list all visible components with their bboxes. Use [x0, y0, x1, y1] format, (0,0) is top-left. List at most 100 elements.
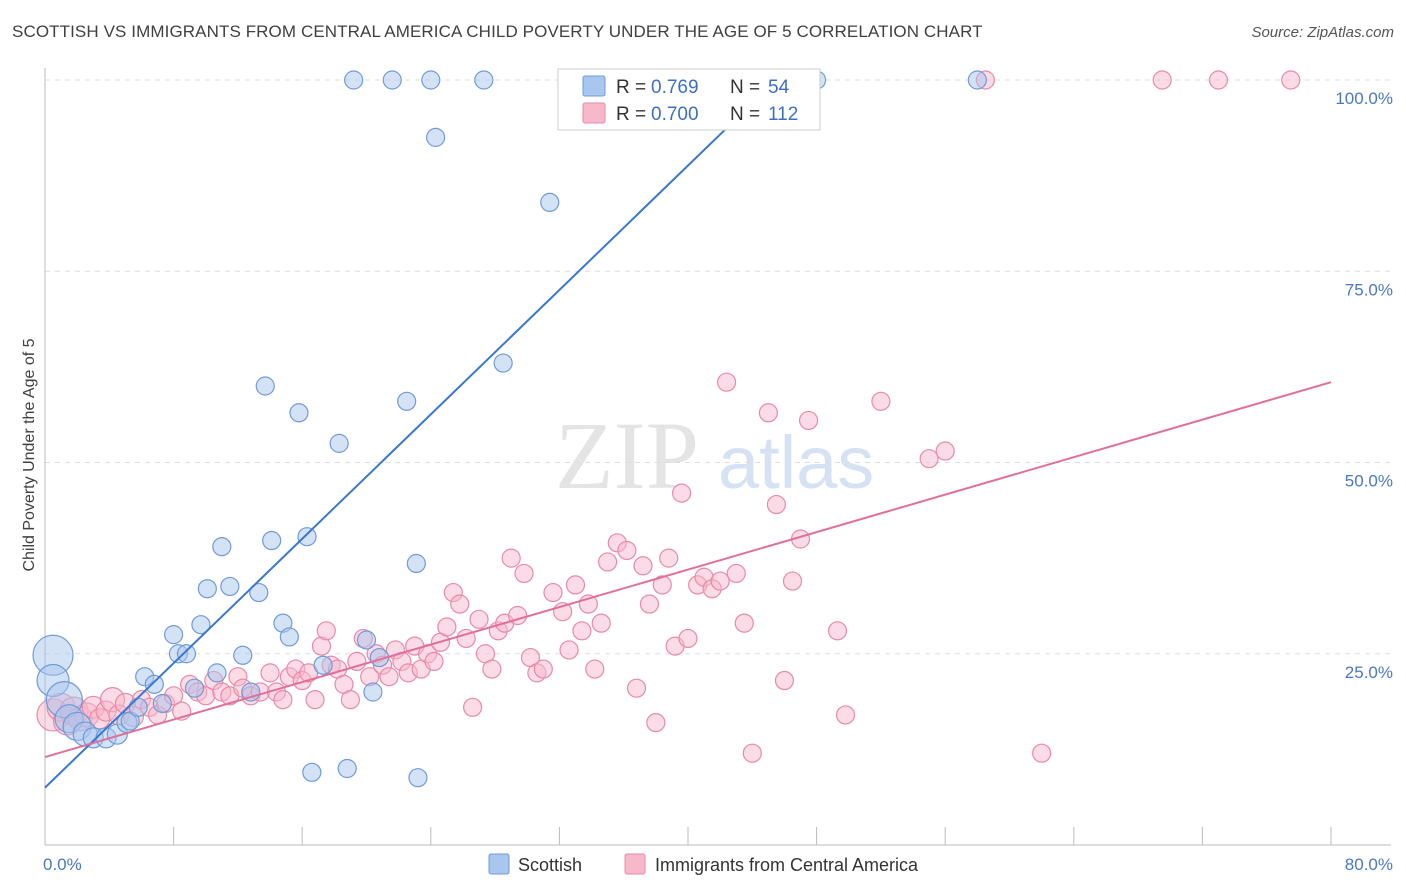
legend-n-value-scottish: 54 [768, 77, 790, 98]
scottish-point [474, 70, 494, 90]
y-tick-label: 100.0% [1335, 89, 1393, 108]
immigrants-point [639, 594, 660, 614]
immigrants-point [347, 651, 367, 672]
immigrants-point [782, 571, 803, 591]
scottish-trend-line [44, 79, 778, 789]
scottish-point [249, 582, 269, 603]
scottish-point [128, 697, 148, 717]
immigrants-point [462, 697, 483, 717]
y-axis-title: Child Poverty Under the Age of 5 [21, 338, 38, 571]
immigrants-point [565, 575, 586, 595]
scottish-point [207, 663, 227, 683]
legend-r-value-immigrants: 0.700 [651, 104, 699, 125]
immigrants-point [1281, 70, 1301, 90]
immigrants-point [598, 552, 618, 572]
scottish-point [279, 627, 299, 647]
immigrants-point [646, 712, 666, 733]
scottish-point [297, 527, 317, 547]
legend-swatch-immigrants [582, 102, 606, 124]
legend-r-label-immigrants: R = [616, 104, 646, 125]
scottish-point [344, 70, 364, 90]
bottom-legend-label-immigrants: Immigrants from Central America [655, 855, 919, 875]
immigrants-point [340, 690, 361, 710]
legend-n-label-scottish: N = [730, 77, 760, 98]
immigrants-point [469, 609, 489, 629]
immigrants-point [617, 540, 637, 561]
scottish-point [408, 768, 428, 788]
y-tick-label: 50.0% [1345, 472, 1393, 491]
immigrants-point [585, 659, 605, 679]
scottish-point [540, 192, 560, 212]
immigrants-point [935, 441, 955, 461]
legend-n-value-immigrants: 112 [768, 104, 798, 125]
scottish-point [176, 644, 197, 664]
scottish-point [356, 630, 377, 650]
immigrants-point [774, 670, 795, 691]
immigrants-point [742, 743, 762, 763]
scottish-point [363, 682, 383, 702]
immigrants-point [716, 372, 737, 392]
immigrants-point [652, 575, 672, 595]
scottish-series [32, 70, 987, 788]
immigrants-point [591, 613, 611, 633]
scottish-point [382, 70, 402, 90]
immigrants-point [482, 659, 502, 679]
legend-r-value-scottish: 0.769 [651, 77, 699, 98]
bottom-legend-swatch-scottish [488, 853, 510, 875]
legend-r-label-scottish: R = [616, 77, 646, 98]
scottish-point [144, 674, 164, 694]
y-tick-label: 25.0% [1345, 663, 1393, 682]
immigrants-point [260, 663, 280, 683]
immigrants-point [734, 613, 754, 633]
scottish-point [191, 615, 211, 635]
immigrants-point [450, 594, 470, 614]
immigrants-point [316, 621, 336, 641]
scottish-point [302, 762, 322, 782]
immigrants-point [572, 621, 592, 641]
scottish-point [255, 376, 275, 396]
scottish-point [426, 127, 446, 147]
bottom-legend-label-scottish: Scottish [518, 855, 582, 875]
scottish-point [197, 579, 217, 599]
immigrants-point [501, 548, 521, 568]
scottish-point [289, 403, 309, 423]
tick-labels: 25.0% 50.0% 75.0% 100.0% 0.0% 80.0% [43, 89, 1393, 874]
immigrants-point [671, 483, 692, 503]
source-label: Source: ZipAtlas.com [1251, 24, 1394, 41]
immigrants-point [273, 690, 293, 710]
immigrants-point [835, 705, 856, 725]
immigrants-point [514, 563, 534, 584]
legend-n-label-immigrants: N = [730, 104, 760, 125]
scottish-point [493, 353, 513, 373]
bottom-legend-swatch-immigrants [624, 853, 646, 875]
immigrants-point [758, 403, 778, 423]
immigrants-trend-line [44, 381, 1332, 758]
immigrants-point [827, 621, 848, 641]
immigrants-point [726, 563, 746, 584]
immigrants-point [678, 628, 698, 649]
x-tick-label-max: 80.0% [1345, 855, 1393, 874]
immigrants-point [1032, 743, 1052, 763]
immigrants-point [659, 548, 679, 568]
scottish-point [421, 70, 441, 90]
scottish-point [329, 433, 349, 453]
immigrants-point [437, 617, 457, 637]
stats-legend: R = 0.769 N = 54 R = 0.700 N = 112 [557, 68, 821, 131]
scottish-point [152, 693, 172, 714]
legend-swatch-scottish [582, 75, 606, 97]
series-legend: Scottish Immigrants from Central America [488, 853, 919, 875]
immigrants-point [798, 410, 819, 431]
scottish-point [406, 553, 426, 574]
immigrants-point [305, 690, 325, 710]
scottish-point [220, 576, 240, 597]
grid-lines [45, 79, 1391, 655]
immigrants-point [424, 651, 444, 672]
immigrants-point [543, 582, 563, 603]
scottish-point [397, 391, 417, 411]
x-tick-label-min: 0.0% [43, 855, 82, 874]
scottish-point [164, 625, 184, 645]
y-tick-label: 75.0% [1345, 280, 1393, 299]
scottish-point [967, 70, 987, 90]
immigrants-point [1208, 70, 1229, 90]
